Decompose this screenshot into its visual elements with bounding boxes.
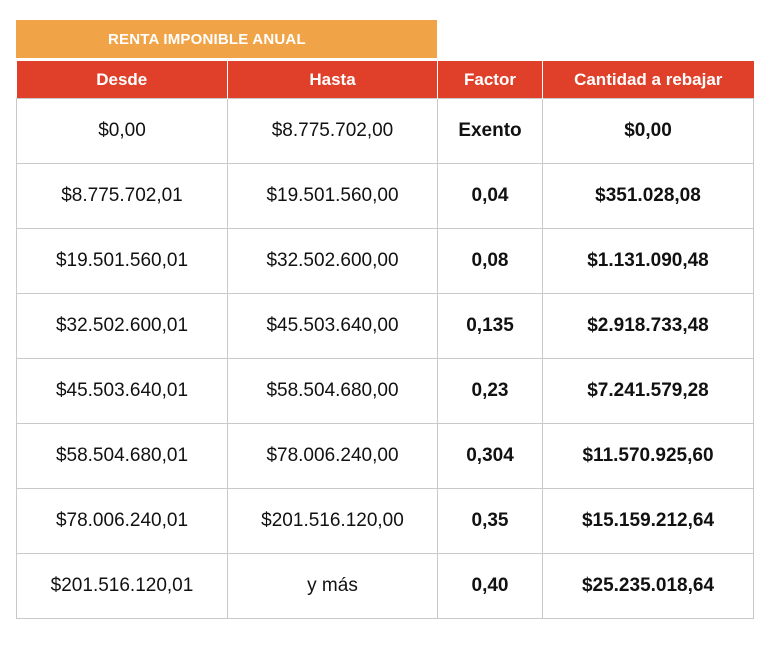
cell-hasta: $32.502.600,00 [227, 228, 438, 294]
cell-cantidad: $11.570.925,60 [542, 423, 754, 489]
cell-cantidad: $2.918.733,48 [542, 293, 754, 359]
cell-factor: 0,135 [437, 293, 543, 359]
cell-desde: $8.775.702,01 [16, 163, 228, 229]
cell-hasta: $78.006.240,00 [227, 423, 438, 489]
table-row: $32.502.600,01 $45.503.640,00 0,135 $2.9… [16, 293, 754, 359]
table-row: $19.501.560,01 $32.502.600,00 0,08 $1.13… [16, 228, 754, 294]
cell-desde: $78.006.240,01 [16, 488, 228, 554]
cell-cantidad: $0,00 [542, 98, 754, 164]
table-row: $78.006.240,01 $201.516.120,00 0,35 $15.… [16, 488, 754, 554]
cell-desde: $0,00 [16, 98, 228, 164]
table-row: $8.775.702,01 $19.501.560,00 0,04 $351.0… [16, 163, 754, 229]
cell-cantidad: $25.235.018,64 [542, 553, 754, 619]
cell-factor: 0,08 [437, 228, 543, 294]
table-row: $45.503.640,01 $58.504.680,00 0,23 $7.24… [16, 358, 754, 424]
cell-hasta: $8.775.702,00 [227, 98, 438, 164]
cell-cantidad: $351.028,08 [542, 163, 754, 229]
cell-desde: $201.516.120,01 [16, 553, 228, 619]
header-row: Desde Hasta Factor Cantidad a rebajar [16, 61, 754, 99]
cell-cantidad: $7.241.579,28 [542, 358, 754, 424]
cell-hasta: $45.503.640,00 [227, 293, 438, 359]
cell-cantidad: $15.159.212,64 [542, 488, 754, 554]
table-row: $58.504.680,01 $78.006.240,00 0,304 $11.… [16, 423, 754, 489]
cell-factor: 0,23 [437, 358, 543, 424]
tax-bracket-table: Desde Hasta Factor Cantidad a rebajar $0… [16, 61, 754, 619]
header-cantidad-a-rebajar: Cantidad a rebajar [542, 61, 754, 99]
table-banner-title: RENTA IMPONIBLE ANUAL [16, 20, 437, 58]
table-row: $0,00 $8.775.702,00 Exento $0,00 [16, 98, 754, 164]
table-row: $201.516.120,01 y más 0,40 $25.235.018,6… [16, 553, 754, 619]
cell-hasta: $201.516.120,00 [227, 488, 438, 554]
cell-desde: $32.502.600,01 [16, 293, 228, 359]
cell-hasta: y más [227, 553, 438, 619]
header-hasta: Hasta [227, 61, 438, 99]
cell-desde: $58.504.680,01 [16, 423, 228, 489]
cell-cantidad: $1.131.090,48 [542, 228, 754, 294]
cell-factor: 0,304 [437, 423, 543, 489]
cell-factor: Exento [437, 98, 543, 164]
cell-hasta: $58.504.680,00 [227, 358, 438, 424]
cell-desde: $45.503.640,01 [16, 358, 228, 424]
cell-factor: 0,40 [437, 553, 543, 619]
cell-factor: 0,04 [437, 163, 543, 229]
cell-hasta: $19.501.560,00 [227, 163, 438, 229]
header-desde: Desde [16, 61, 228, 99]
cell-factor: 0,35 [437, 488, 543, 554]
header-factor: Factor [437, 61, 543, 99]
cell-desde: $19.501.560,01 [16, 228, 228, 294]
